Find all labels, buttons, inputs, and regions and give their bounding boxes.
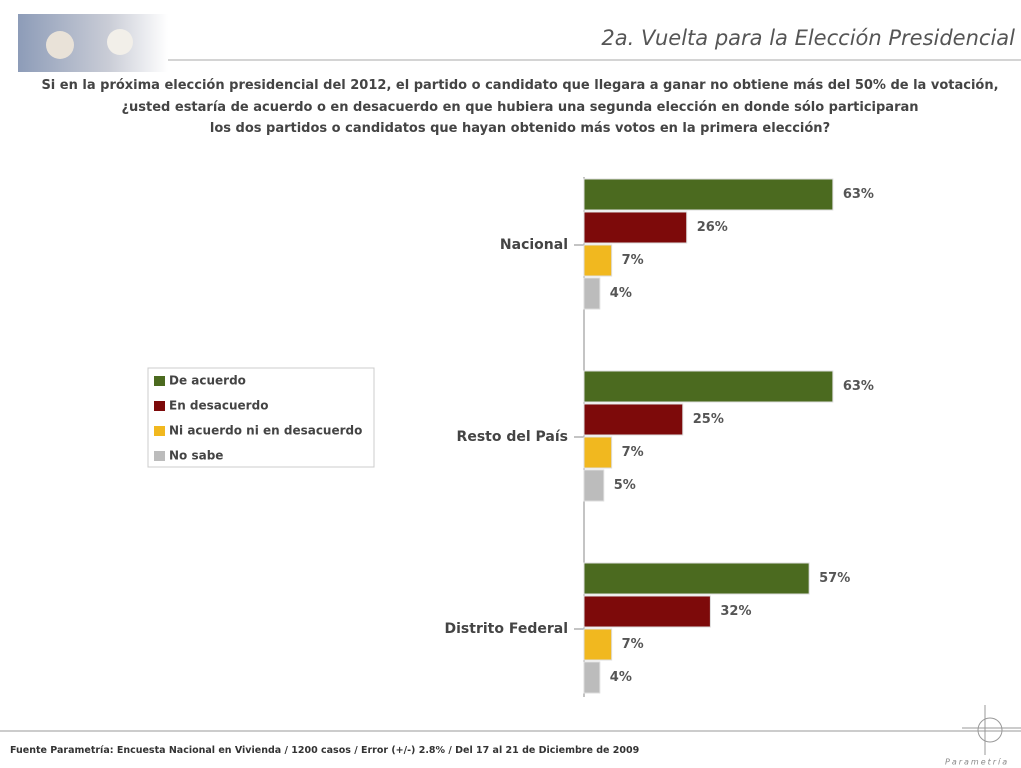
question-line: ¿usted estaría de acuerdo o en desacuerd… <box>121 100 919 115</box>
logo-text: Parametría <box>945 758 1009 767</box>
value-label: 5% <box>614 478 636 493</box>
legend-label: Ni acuerdo ni en desacuerdo <box>169 424 362 438</box>
legend-swatch <box>154 401 165 411</box>
bar <box>583 211 688 244</box>
value-label: 4% <box>610 670 632 685</box>
legend-label: De acuerdo <box>169 374 246 388</box>
bar <box>583 469 605 502</box>
value-label: 7% <box>622 445 644 460</box>
bar <box>583 661 601 694</box>
legend-label: No sabe <box>169 449 223 463</box>
legend-swatch <box>154 426 165 436</box>
value-label: 57% <box>819 571 850 586</box>
category-label: Resto del País <box>457 429 568 445</box>
value-label: 63% <box>843 379 874 394</box>
value-label: 25% <box>693 412 724 427</box>
logo <box>962 705 1021 755</box>
category-label: Distrito Federal <box>445 621 569 637</box>
slide-title: 2a. Vuelta para la Elección Presidencial <box>601 26 1015 50</box>
bar <box>583 244 613 277</box>
legend-label: En desacuerdo <box>169 399 268 413</box>
bar <box>583 403 684 436</box>
question-line: Si en la próxima elección presidencial d… <box>41 78 999 93</box>
bar <box>583 562 810 595</box>
value-label: 32% <box>720 604 751 619</box>
bar <box>583 178 834 211</box>
header-image <box>18 14 168 72</box>
legend-swatch <box>154 451 165 461</box>
bar <box>583 277 601 310</box>
value-label: 26% <box>697 220 728 235</box>
value-label: 63% <box>843 187 874 202</box>
header-image-detail <box>107 29 133 55</box>
bar <box>583 595 711 628</box>
value-label: 4% <box>610 286 632 301</box>
legend-box <box>147 367 375 468</box>
bar <box>583 370 834 403</box>
bar <box>583 628 613 661</box>
legend-swatch <box>154 376 165 386</box>
value-label: 7% <box>622 253 644 268</box>
bar <box>583 436 613 469</box>
footer-source: Fuente Parametría: Encuesta Nacional en … <box>10 745 640 756</box>
category-label: Nacional <box>500 237 568 253</box>
value-label: 7% <box>622 637 644 652</box>
question-line: los dos partidos o candidatos que hayan … <box>209 121 831 136</box>
header-image-detail <box>46 31 74 59</box>
